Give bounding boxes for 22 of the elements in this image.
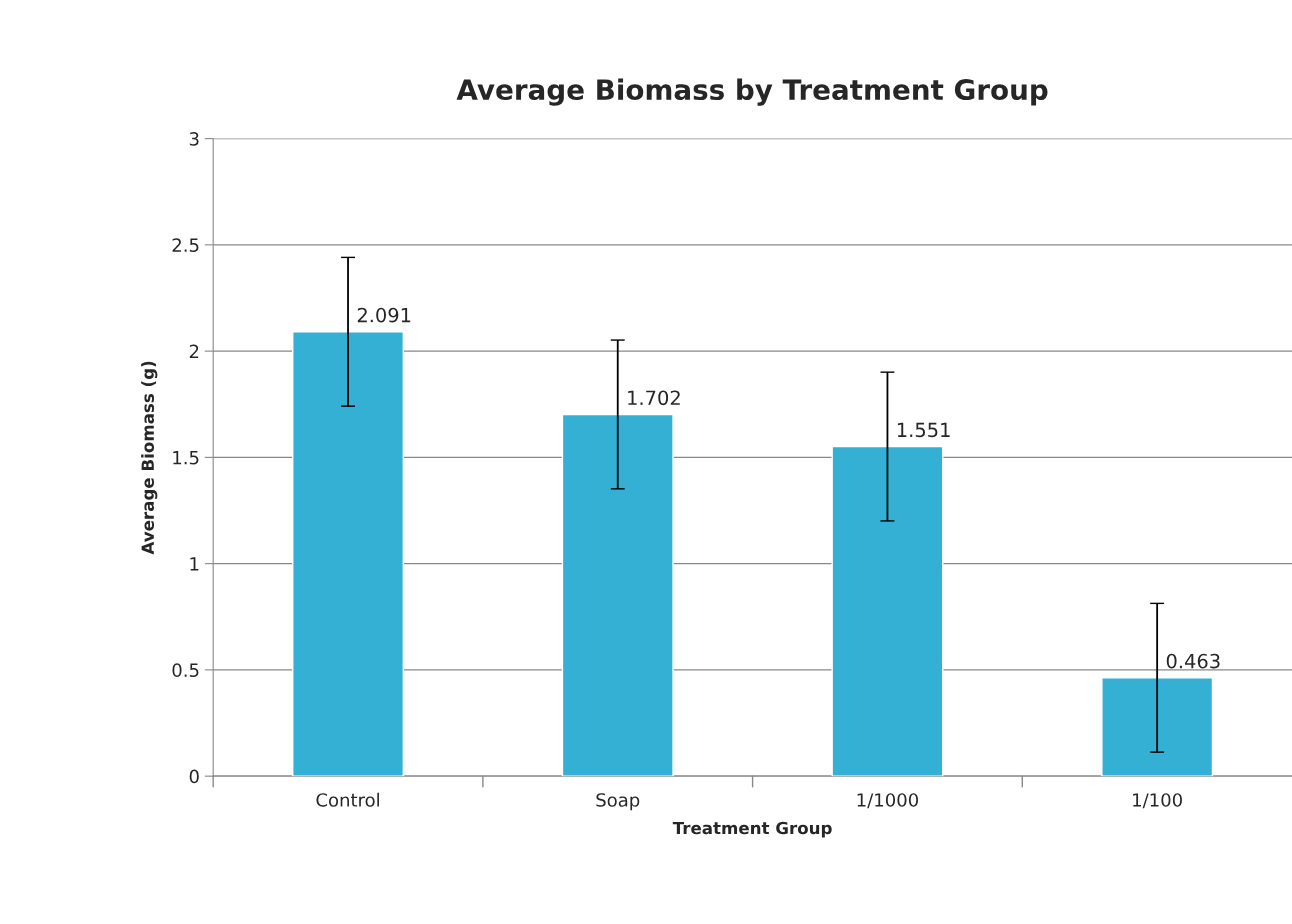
x-tick-label: 1/100	[1133, 793, 1182, 809]
bar	[292, 331, 405, 777]
bar	[561, 413, 674, 777]
bar	[1101, 677, 1214, 777]
data-label: 1.702	[628, 390, 680, 406]
y-tick-label: 0.5	[172, 663, 199, 678]
y-tick-label: 1.5	[173, 451, 199, 465]
y-tick-label: 3	[189, 132, 199, 146]
y-tick-label: 2	[189, 344, 199, 358]
y-tick-label: 2.5	[172, 238, 199, 252]
data-label: 2.091	[357, 307, 411, 323]
x-tick-label: 1/1000	[857, 793, 918, 809]
data-label: 1.551	[897, 422, 950, 438]
bar	[831, 445, 944, 777]
x-tick-label: Soap	[596, 793, 640, 811]
y-tick-label: 0	[189, 769, 199, 784]
y-tick-label: 1	[190, 557, 199, 571]
chart-title: Average Biomass by Treatment Group	[456, 78, 1048, 106]
x-tick-label: Control	[316, 792, 379, 807]
y-axis-title: Average Biomass (g)	[141, 361, 158, 555]
data-label: 0.463	[1166, 653, 1220, 669]
x-axis-title: Treatment Group	[672, 821, 832, 838]
